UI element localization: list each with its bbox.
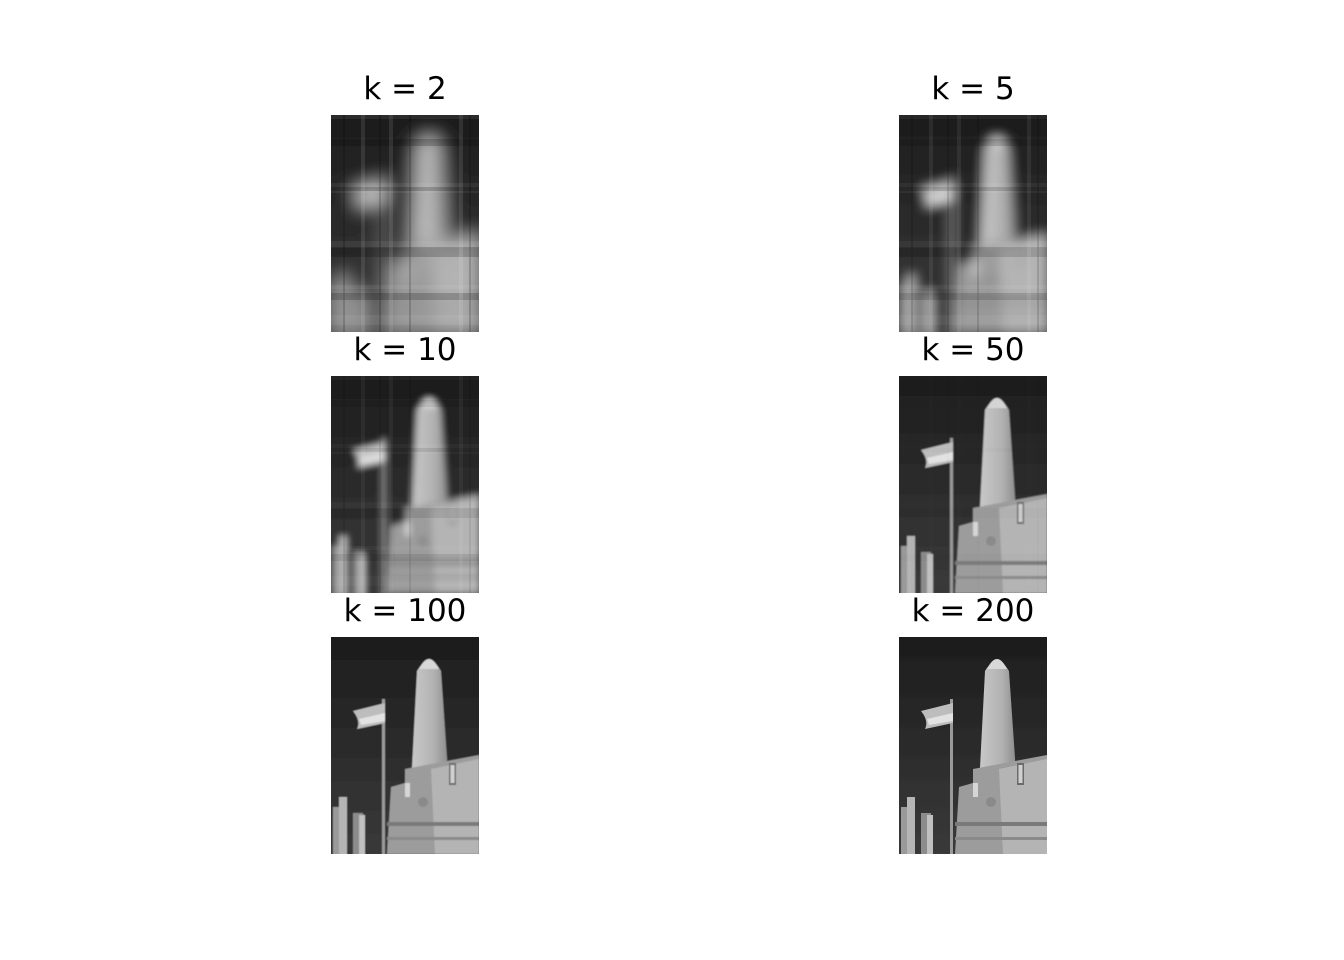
reconstructed-image <box>331 376 479 593</box>
reconstructed-image <box>331 637 479 854</box>
reconstructed-image <box>331 115 479 332</box>
panel-title: k = 10 <box>353 332 457 368</box>
reconstructed-image <box>899 376 1047 593</box>
panel-title: k = 100 <box>343 593 467 629</box>
panel-title: k = 50 <box>921 332 1025 368</box>
panel-title: k = 5 <box>931 71 1015 107</box>
panel-title: k = 200 <box>911 593 1035 629</box>
panel-title: k = 2 <box>363 71 447 107</box>
reconstructed-image <box>899 637 1047 854</box>
reconstructed-image <box>899 115 1047 332</box>
